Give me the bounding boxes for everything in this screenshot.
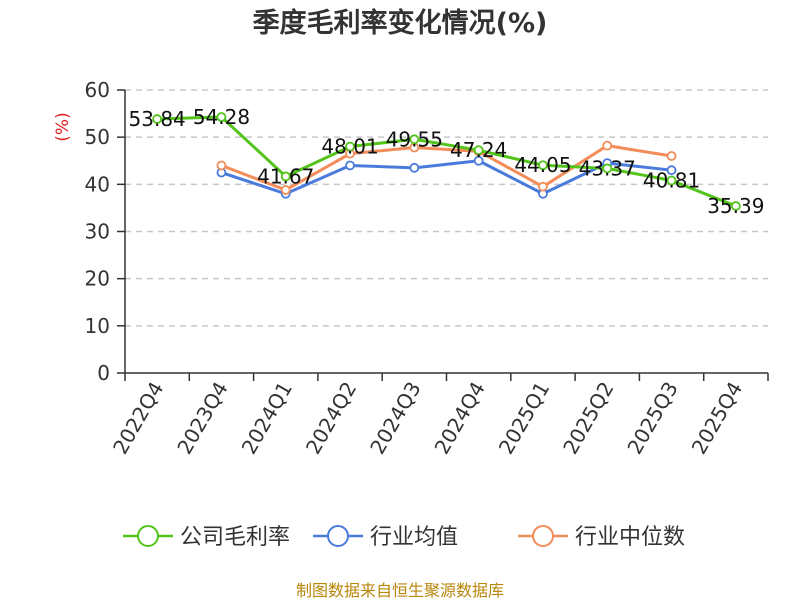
legend-item: 公司毛利率 — [123, 525, 290, 550]
data-point — [473, 155, 484, 166]
data-label: 54.28 — [193, 105, 250, 129]
series-line — [157, 115, 737, 208]
x-tick-label: 2025Q3 — [622, 378, 682, 459]
data-label: 41.67 — [257, 164, 314, 188]
x-tick-label: 2023Q4 — [172, 378, 232, 459]
legend-label: 行业中位数 — [575, 525, 685, 550]
data-point — [409, 162, 420, 173]
data-point — [216, 112, 227, 122]
data-point — [152, 114, 163, 124]
data-point — [345, 160, 355, 171]
data-label: 44.05 — [514, 153, 571, 177]
x-tick-label: 2022Q4 — [108, 378, 168, 459]
legend-label: 公司毛利率 — [180, 525, 290, 550]
x-tick-label: 2025Q2 — [558, 378, 618, 459]
y-tick-label: 60 — [85, 78, 110, 102]
data-label: 35.39 — [707, 194, 764, 218]
legend-item: 行业中位数 — [518, 525, 685, 550]
legend-label: 行业均值 — [370, 525, 458, 550]
x-tick-label: 2024Q1 — [237, 378, 297, 459]
y-tick-label: 10 — [85, 314, 110, 338]
data-label: 47.24 — [450, 138, 507, 162]
data-label: 43.37 — [579, 156, 636, 180]
legend-marker — [327, 525, 349, 547]
y-tick-label: 0 — [97, 361, 110, 385]
data-label: 53.84 — [129, 107, 186, 131]
data-point — [216, 160, 227, 171]
data-point — [280, 171, 291, 182]
data-point — [666, 151, 677, 161]
legend-item: 行业均值 — [313, 525, 458, 550]
data-point — [409, 134, 420, 145]
y-tick-label: 50 — [85, 125, 110, 149]
data-point — [538, 181, 548, 192]
series-line — [220, 144, 672, 192]
data-point — [666, 175, 677, 186]
legend-marker — [137, 525, 159, 547]
x-tick-label: 2025Q4 — [687, 378, 747, 459]
data-point — [666, 165, 677, 176]
data-point — [730, 201, 741, 211]
data-point — [345, 141, 355, 152]
x-tick-label: 2025Q1 — [494, 378, 554, 459]
legend-marker — [532, 525, 554, 547]
data-label: 49.55 — [386, 127, 443, 151]
x-tick-label: 2024Q4 — [430, 378, 490, 459]
x-tick-label: 2024Q3 — [365, 378, 425, 459]
y-axis-label: (%) — [53, 112, 73, 141]
data-point — [473, 145, 484, 156]
data-label: 48.01 — [321, 135, 378, 159]
y-tick-label: 40 — [85, 172, 110, 196]
data-point — [602, 163, 613, 174]
y-tick-label: 30 — [85, 220, 110, 244]
y-tick-label: 20 — [85, 267, 110, 291]
data-point — [538, 160, 548, 171]
data-point — [602, 140, 613, 151]
data-source: 制图数据来自恒生聚源数据库 — [296, 581, 504, 600]
chart-title: 季度毛利率变化情况(%) — [253, 7, 548, 39]
data-label: 40.81 — [643, 169, 700, 193]
x-tick-label: 2024Q2 — [301, 378, 361, 459]
data-point — [280, 185, 291, 195]
